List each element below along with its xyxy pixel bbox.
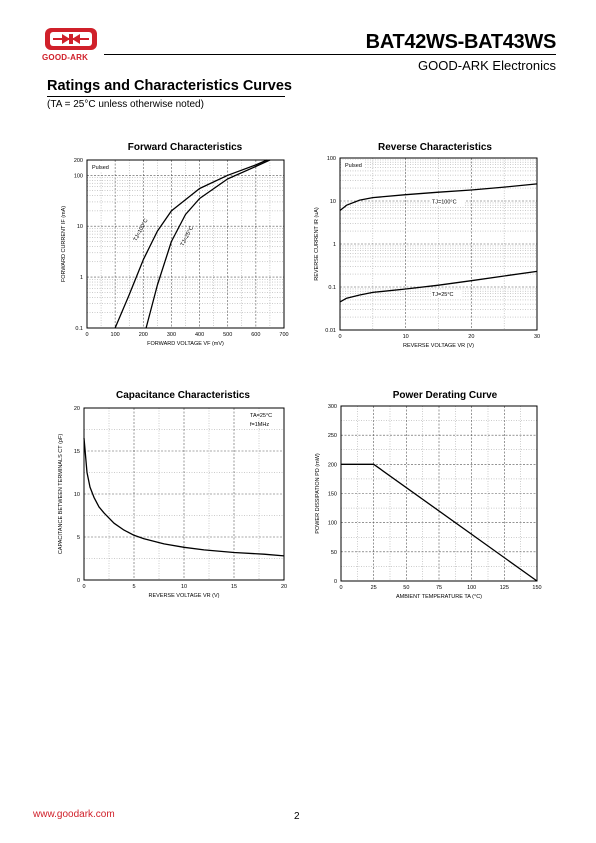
x-tick-label: 400 [195,332,204,338]
y-tick-label: 100 [328,521,337,527]
x-axis-label: REVERSE VOLTAGE VR (V) [148,593,219,599]
annotation-text: f=1MHz [250,422,269,428]
y-tick-label: 1 [80,275,83,281]
y-tick-label: 0 [334,579,337,585]
annotation-background [89,162,111,172]
y-tick-label: 200 [74,158,83,164]
y-tick-label: 5 [77,535,80,541]
y-tick-label: 20 [74,406,80,412]
y-tick-label: 250 [328,433,337,439]
x-axis-label: AMBIENT TEMPERATURE TA (°C) [396,594,482,600]
y-tick-label: 0.01 [325,328,336,334]
y-tick-label: 1 [333,242,336,248]
x-tick-label: 10 [403,334,409,340]
plot-frame [340,405,538,582]
forward-chart-title: Forward Characteristics [127,142,243,153]
x-tick-label: 100 [111,332,120,338]
y-axis-label: CAPACITANCE BETWEEN TERMINALS CT (pF) [58,434,64,554]
x-tick-label: 0 [85,332,88,338]
x-tick-label: 20 [468,334,474,340]
series-line-1 [339,270,538,303]
x-tick-label: 200 [139,332,148,338]
y-tick-label: 0.1 [328,285,336,291]
x-tick-label: 100 [467,585,476,591]
x-axis-label: REVERSE VOLTAGE VR (V) [403,343,474,349]
x-tick-label: 20 [281,584,287,590]
x-tick-label: 25 [371,585,377,591]
logo-text: GOOD-ARK [42,53,89,62]
x-tick-label: 150 [532,585,541,591]
section-title: Ratings and Characteristics Curves [47,78,292,94]
x-tick-label: 75 [436,585,442,591]
plot-frame [339,157,538,331]
y-tick-label: 100 [327,156,336,162]
x-tick-label: 700 [279,332,288,338]
label-background [430,197,465,206]
x-tick-label: 0 [338,334,341,340]
x-axis-label: FORWARD VOLTAGE VF (mV) [147,341,224,347]
y-tick-label: 15 [74,449,80,455]
x-tick-label: 0 [339,585,342,591]
y-tick-label: 100 [74,173,83,179]
series-line-0 [83,438,285,557]
series-line-1 [145,159,271,329]
y-tick-label: 300 [328,404,337,410]
plot-frame [83,407,285,581]
company-name: GOOD-ARK Electronics [418,58,556,73]
x-tick-label: 0 [82,584,85,590]
document-title: BAT42WS-BAT43WS [365,31,557,53]
derating-chart-title: Power Derating Curve [392,390,498,401]
y-axis-label: FORWARD CURRENT IF (mA) [61,206,67,282]
label-background [430,290,463,298]
annotation-text: TA=25°C [250,413,272,419]
y-tick-label: 50 [331,550,337,556]
section-rule [47,96,285,97]
series-line-0 [341,463,538,582]
series-line-0 [114,159,268,329]
x-tick-label: 50 [403,585,409,591]
series-label: TJ=100°C [432,200,457,206]
annotation-background [342,160,364,170]
annotation-text: Pulsed [92,165,109,171]
y-tick-label: 0.1 [75,326,83,332]
x-tick-label: 500 [223,332,232,338]
y-tick-label: 10 [77,224,83,230]
section-note: (TA = 25°C unless otherwise noted) [47,99,204,110]
header-rule [104,54,556,55]
capacitance-chart-title: Capacitance Characteristics [116,390,250,401]
series-line-0 [339,183,538,212]
x-tick-label: 125 [500,585,509,591]
y-tick-label: 10 [330,199,336,205]
x-tick-label: 10 [181,584,187,590]
annotation-text: Pulsed [345,163,362,169]
x-tick-label: 15 [231,584,237,590]
good-ark-logo [45,28,97,50]
y-axis-label: POWER DISSIPATION PD (mW) [315,453,321,534]
x-tick-label: 5 [132,584,135,590]
footer-website-link[interactable]: www.goodark.com [33,809,115,820]
plot-frame [86,159,285,329]
y-tick-label: 0 [77,578,80,584]
y-tick-label: 200 [328,462,337,468]
page-number: 2 [294,811,300,822]
y-tick-label: 150 [328,492,337,498]
x-tick-label: 30 [534,334,540,340]
y-axis-label: REVERSE CURRENT IR (uA) [314,207,320,281]
series-label: TJ=25°C [432,292,454,298]
x-tick-label: 300 [167,332,176,338]
y-tick-label: 10 [74,492,80,498]
reverse-chart-title: Reverse Characteristics [378,142,492,153]
x-tick-label: 600 [251,332,260,338]
